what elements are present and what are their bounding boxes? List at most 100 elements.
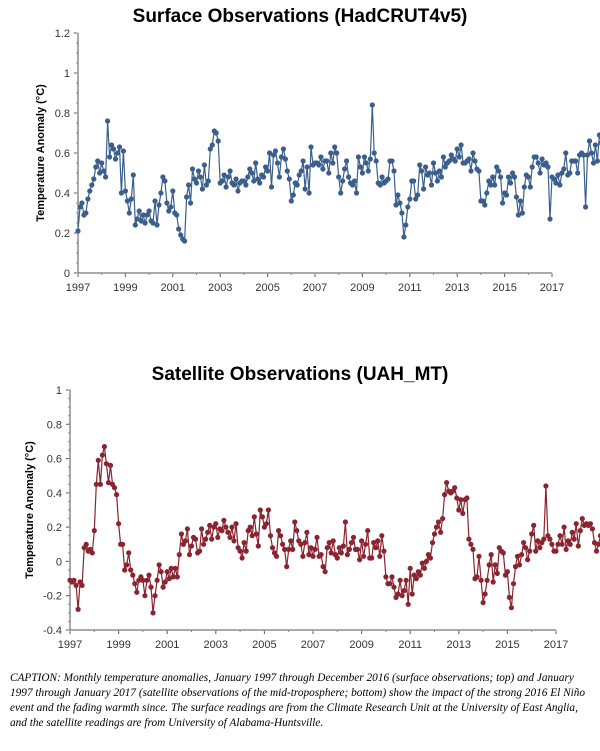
- data-point: [569, 529, 575, 535]
- data-point: [344, 552, 350, 558]
- data-point: [231, 538, 237, 544]
- data-point: [397, 577, 403, 583]
- data-point: [191, 176, 198, 182]
- data-point: [519, 210, 526, 216]
- data-point: [257, 507, 263, 513]
- data-point: [193, 180, 200, 186]
- data-point: [586, 138, 593, 144]
- data-point: [162, 178, 168, 184]
- y-tick-label: 0.4: [55, 188, 70, 200]
- data-point: [454, 495, 460, 501]
- data-point: [286, 546, 292, 553]
- data-point: [111, 485, 118, 491]
- data-point: [575, 170, 581, 176]
- x-tick-label: 2009: [349, 639, 373, 651]
- data-point: [361, 553, 367, 559]
- data-point: [375, 538, 381, 544]
- data-point: [114, 492, 120, 498]
- data-point: [452, 158, 458, 164]
- data-point: [563, 150, 569, 156]
- data-point: [132, 581, 138, 587]
- data-point: [261, 174, 267, 180]
- data-point: [79, 582, 85, 589]
- data-point: [421, 186, 427, 192]
- data-point: [253, 160, 259, 166]
- data-point: [253, 531, 259, 537]
- y-tick-label: -0.4: [43, 625, 62, 637]
- data-point: [85, 196, 91, 202]
- data-point: [436, 168, 442, 174]
- data-point: [324, 158, 330, 164]
- data-point: [126, 550, 132, 556]
- data-point: [267, 150, 273, 156]
- data-point: [140, 577, 146, 583]
- series-line: [77, 104, 600, 243]
- surface-temperature-chart: 0 0.2 0.4 0.6 0.8 1 1.2 1997 1999 2001 2003 2005 200…: [35, 28, 600, 294]
- data-point: [103, 461, 109, 467]
- data-point: [517, 198, 524, 204]
- x-tick-label: 2001: [161, 282, 185, 294]
- data-point: [237, 548, 243, 554]
- data-point: [460, 510, 466, 516]
- data-point: [170, 188, 176, 194]
- data-point: [107, 462, 114, 468]
- data-point: [379, 533, 385, 539]
- data-point: [134, 216, 140, 222]
- data-point: [318, 552, 324, 558]
- data-point: [442, 164, 448, 170]
- data-point: [296, 172, 302, 178]
- data-point: [268, 184, 275, 190]
- data-point: [205, 529, 211, 535]
- data-point: [243, 548, 249, 554]
- data-point: [182, 538, 188, 544]
- data-point: [83, 541, 89, 547]
- data-point: [225, 529, 231, 535]
- data-point: [207, 146, 213, 152]
- data-point: [338, 190, 344, 196]
- data-point: [507, 180, 514, 186]
- data-point: [148, 584, 154, 590]
- data-point: [575, 543, 581, 549]
- data-point: [332, 144, 338, 150]
- data-point: [124, 198, 130, 204]
- data-point: [529, 164, 535, 170]
- data-point: [409, 591, 415, 597]
- data-point: [573, 521, 579, 527]
- data-point: [419, 168, 425, 174]
- data-point: [456, 507, 462, 513]
- data-point: [99, 452, 105, 458]
- data-point: [251, 178, 257, 184]
- data-point: [433, 524, 440, 530]
- data-point: [432, 170, 439, 176]
- data-point: [122, 567, 128, 573]
- data-point: [298, 541, 304, 547]
- data-point: [75, 228, 81, 234]
- data-point: [213, 521, 219, 527]
- data-point: [340, 543, 346, 549]
- data-point: [553, 180, 559, 186]
- data-point: [407, 196, 413, 202]
- data-point: [138, 218, 144, 224]
- data-point: [476, 168, 482, 174]
- data-point: [105, 118, 111, 124]
- data-point: [164, 200, 170, 206]
- data-point: [140, 212, 146, 218]
- data-point: [114, 150, 121, 156]
- y-tick-label: 0.6: [55, 148, 70, 160]
- data-point: [184, 526, 190, 532]
- data-point: [239, 555, 245, 561]
- data-point: [557, 533, 563, 539]
- data-point: [348, 540, 355, 546]
- data-point: [318, 154, 324, 160]
- data-point: [365, 168, 371, 174]
- data-point: [417, 572, 423, 578]
- x-tick-label: 2007: [301, 639, 325, 651]
- data-point: [521, 184, 527, 190]
- data-point: [516, 562, 523, 568]
- data-point: [405, 204, 411, 210]
- data-point: [529, 531, 535, 537]
- data-point: [514, 553, 521, 559]
- x-tick-label: 2017: [544, 639, 568, 651]
- x-tick-label: 2009: [350, 282, 374, 294]
- data-point: [533, 154, 539, 160]
